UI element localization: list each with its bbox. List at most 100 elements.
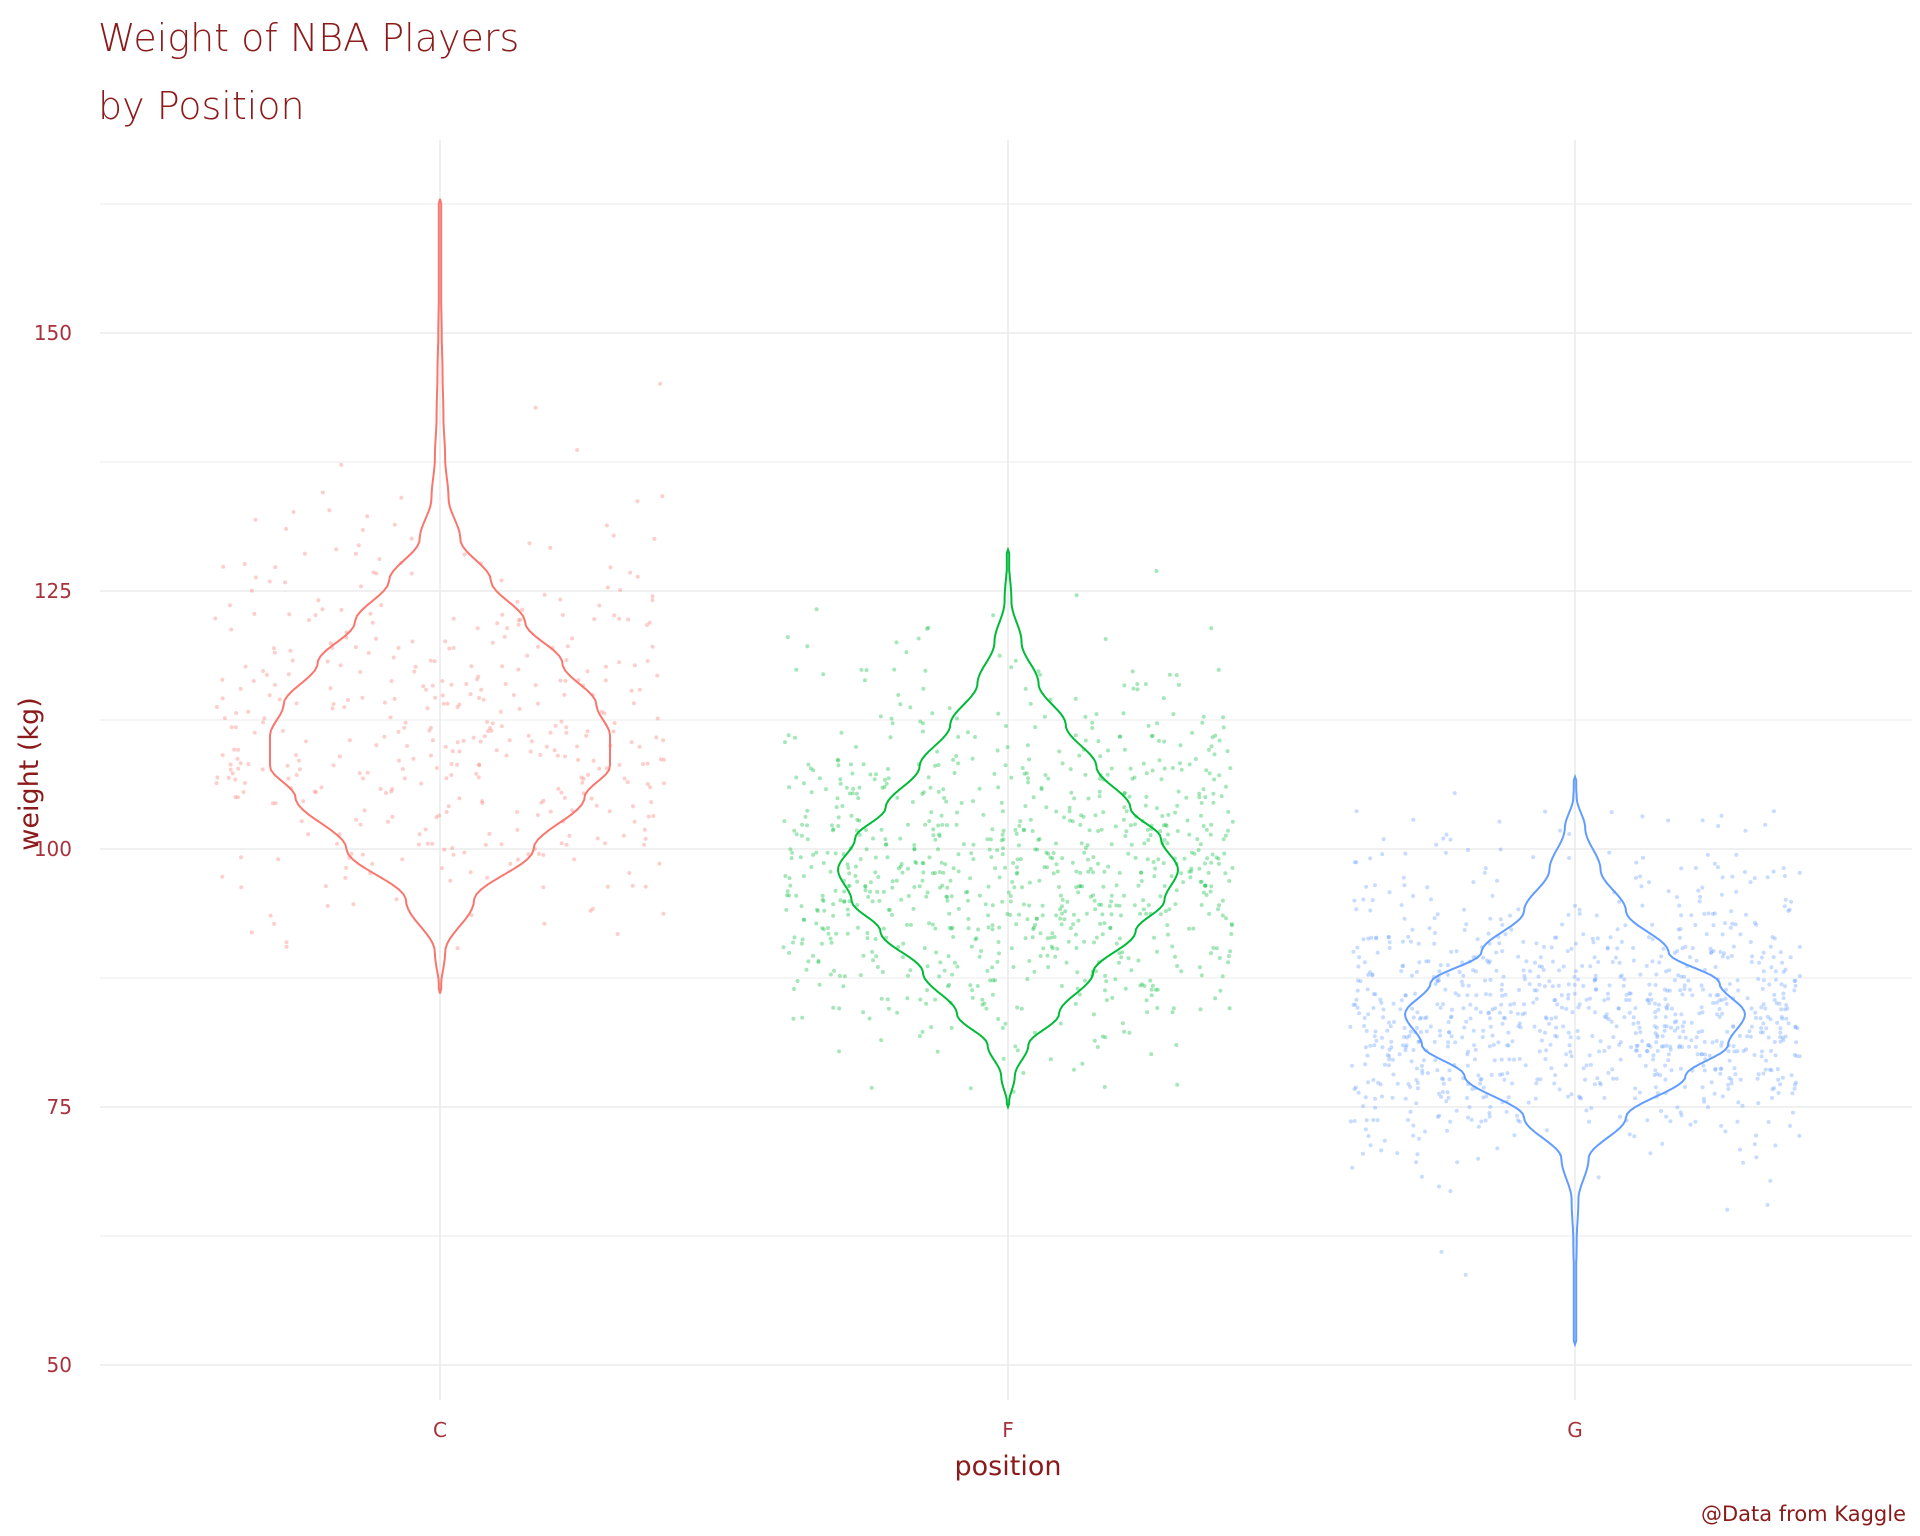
data-point: [1409, 1059, 1414, 1064]
data-point: [1490, 893, 1495, 898]
data-point: [925, 964, 930, 969]
data-point: [1150, 733, 1155, 738]
data-point: [992, 771, 997, 776]
data-point: [1660, 1034, 1665, 1039]
data-point: [1501, 974, 1506, 979]
data-point: [627, 871, 632, 875]
data-point: [920, 1029, 925, 1034]
data-point: [1547, 1021, 1552, 1026]
data-point: [1424, 959, 1429, 964]
data-point: [965, 889, 970, 894]
data-point: [1060, 897, 1065, 902]
data-point: [1199, 973, 1204, 978]
data-point: [1567, 832, 1572, 836]
data-point: [1534, 988, 1539, 993]
data-point: [1009, 775, 1014, 780]
data-point: [829, 940, 834, 945]
data-point: [1650, 937, 1655, 942]
data-point: [1729, 909, 1734, 914]
data-point: [1700, 1029, 1705, 1034]
data-point: [787, 893, 792, 898]
data-point: [1045, 936, 1050, 941]
data-point: [956, 906, 961, 911]
data-point: [1509, 1010, 1513, 1015]
data-point: [389, 679, 394, 683]
data-point: [1090, 726, 1095, 730]
data-point: [314, 790, 318, 795]
data-point: [1427, 926, 1432, 931]
data-point: [612, 721, 617, 726]
data-point: [863, 884, 868, 889]
data-point: [1542, 944, 1546, 949]
data-point: [1414, 1078, 1419, 1082]
data-point: [1167, 907, 1172, 912]
data-point: [941, 787, 946, 792]
data-point: [1054, 862, 1059, 867]
data-point: [1170, 766, 1175, 770]
data-point: [242, 562, 247, 566]
data-point: [1720, 875, 1725, 880]
data-point: [1633, 1086, 1638, 1091]
data-point: [588, 908, 593, 913]
data-point: [1437, 1091, 1441, 1096]
data-point: [828, 972, 833, 977]
data-point: [642, 827, 647, 832]
data-point: [1471, 955, 1476, 960]
data-point: [1462, 928, 1467, 932]
data-point: [991, 978, 996, 983]
data-point: [1208, 889, 1213, 894]
data-point: [981, 812, 986, 817]
data-point: [1072, 1067, 1076, 1072]
data-point: [374, 743, 379, 748]
data-point: [1097, 902, 1102, 907]
data-point: [937, 870, 942, 874]
data-point: [1420, 1071, 1425, 1076]
data-point: [1723, 996, 1728, 1001]
data-point: [1587, 1119, 1591, 1124]
data-point: [1021, 827, 1026, 832]
data-point: [851, 786, 856, 791]
data-point: [346, 698, 350, 702]
data-point: [617, 660, 622, 665]
data-point: [307, 618, 311, 623]
data-point: [1003, 763, 1008, 768]
data-point: [1645, 997, 1650, 1002]
data-point: [802, 918, 807, 922]
data-point: [428, 753, 433, 758]
data-point: [268, 913, 273, 918]
data-point: [1356, 964, 1361, 969]
data-point: [1413, 991, 1417, 996]
data-point: [1716, 865, 1720, 870]
data-point: [525, 653, 530, 658]
data-point: [353, 645, 358, 650]
data-point: [1166, 812, 1171, 817]
data-point: [1096, 829, 1101, 833]
data-point: [1581, 1066, 1586, 1071]
data-point: [1759, 1054, 1764, 1059]
data-point: [1697, 899, 1702, 904]
data-point: [1569, 946, 1574, 951]
data-point: [1117, 734, 1122, 739]
data-point: [449, 682, 454, 687]
data-point: [1535, 1077, 1540, 1082]
data-point: [1453, 1040, 1458, 1045]
data-point: [366, 651, 371, 655]
data-point: [233, 725, 238, 730]
data-point: [1406, 1118, 1410, 1122]
data-point: [1494, 950, 1499, 955]
data-point: [337, 754, 342, 759]
data-point: [1171, 712, 1176, 717]
data-point: [1049, 944, 1054, 949]
data-point: [878, 714, 883, 719]
data-point: [1040, 903, 1045, 908]
data-point: [1166, 832, 1170, 837]
data-point: [1564, 1006, 1569, 1011]
data-point: [1657, 1002, 1661, 1007]
data-point: [980, 997, 985, 1002]
data-point: [1106, 864, 1111, 869]
data-point: [826, 931, 831, 936]
data-point: [1705, 852, 1710, 857]
data-point: [1469, 1117, 1474, 1122]
data-point: [783, 874, 788, 878]
data-point: [1467, 1105, 1472, 1110]
